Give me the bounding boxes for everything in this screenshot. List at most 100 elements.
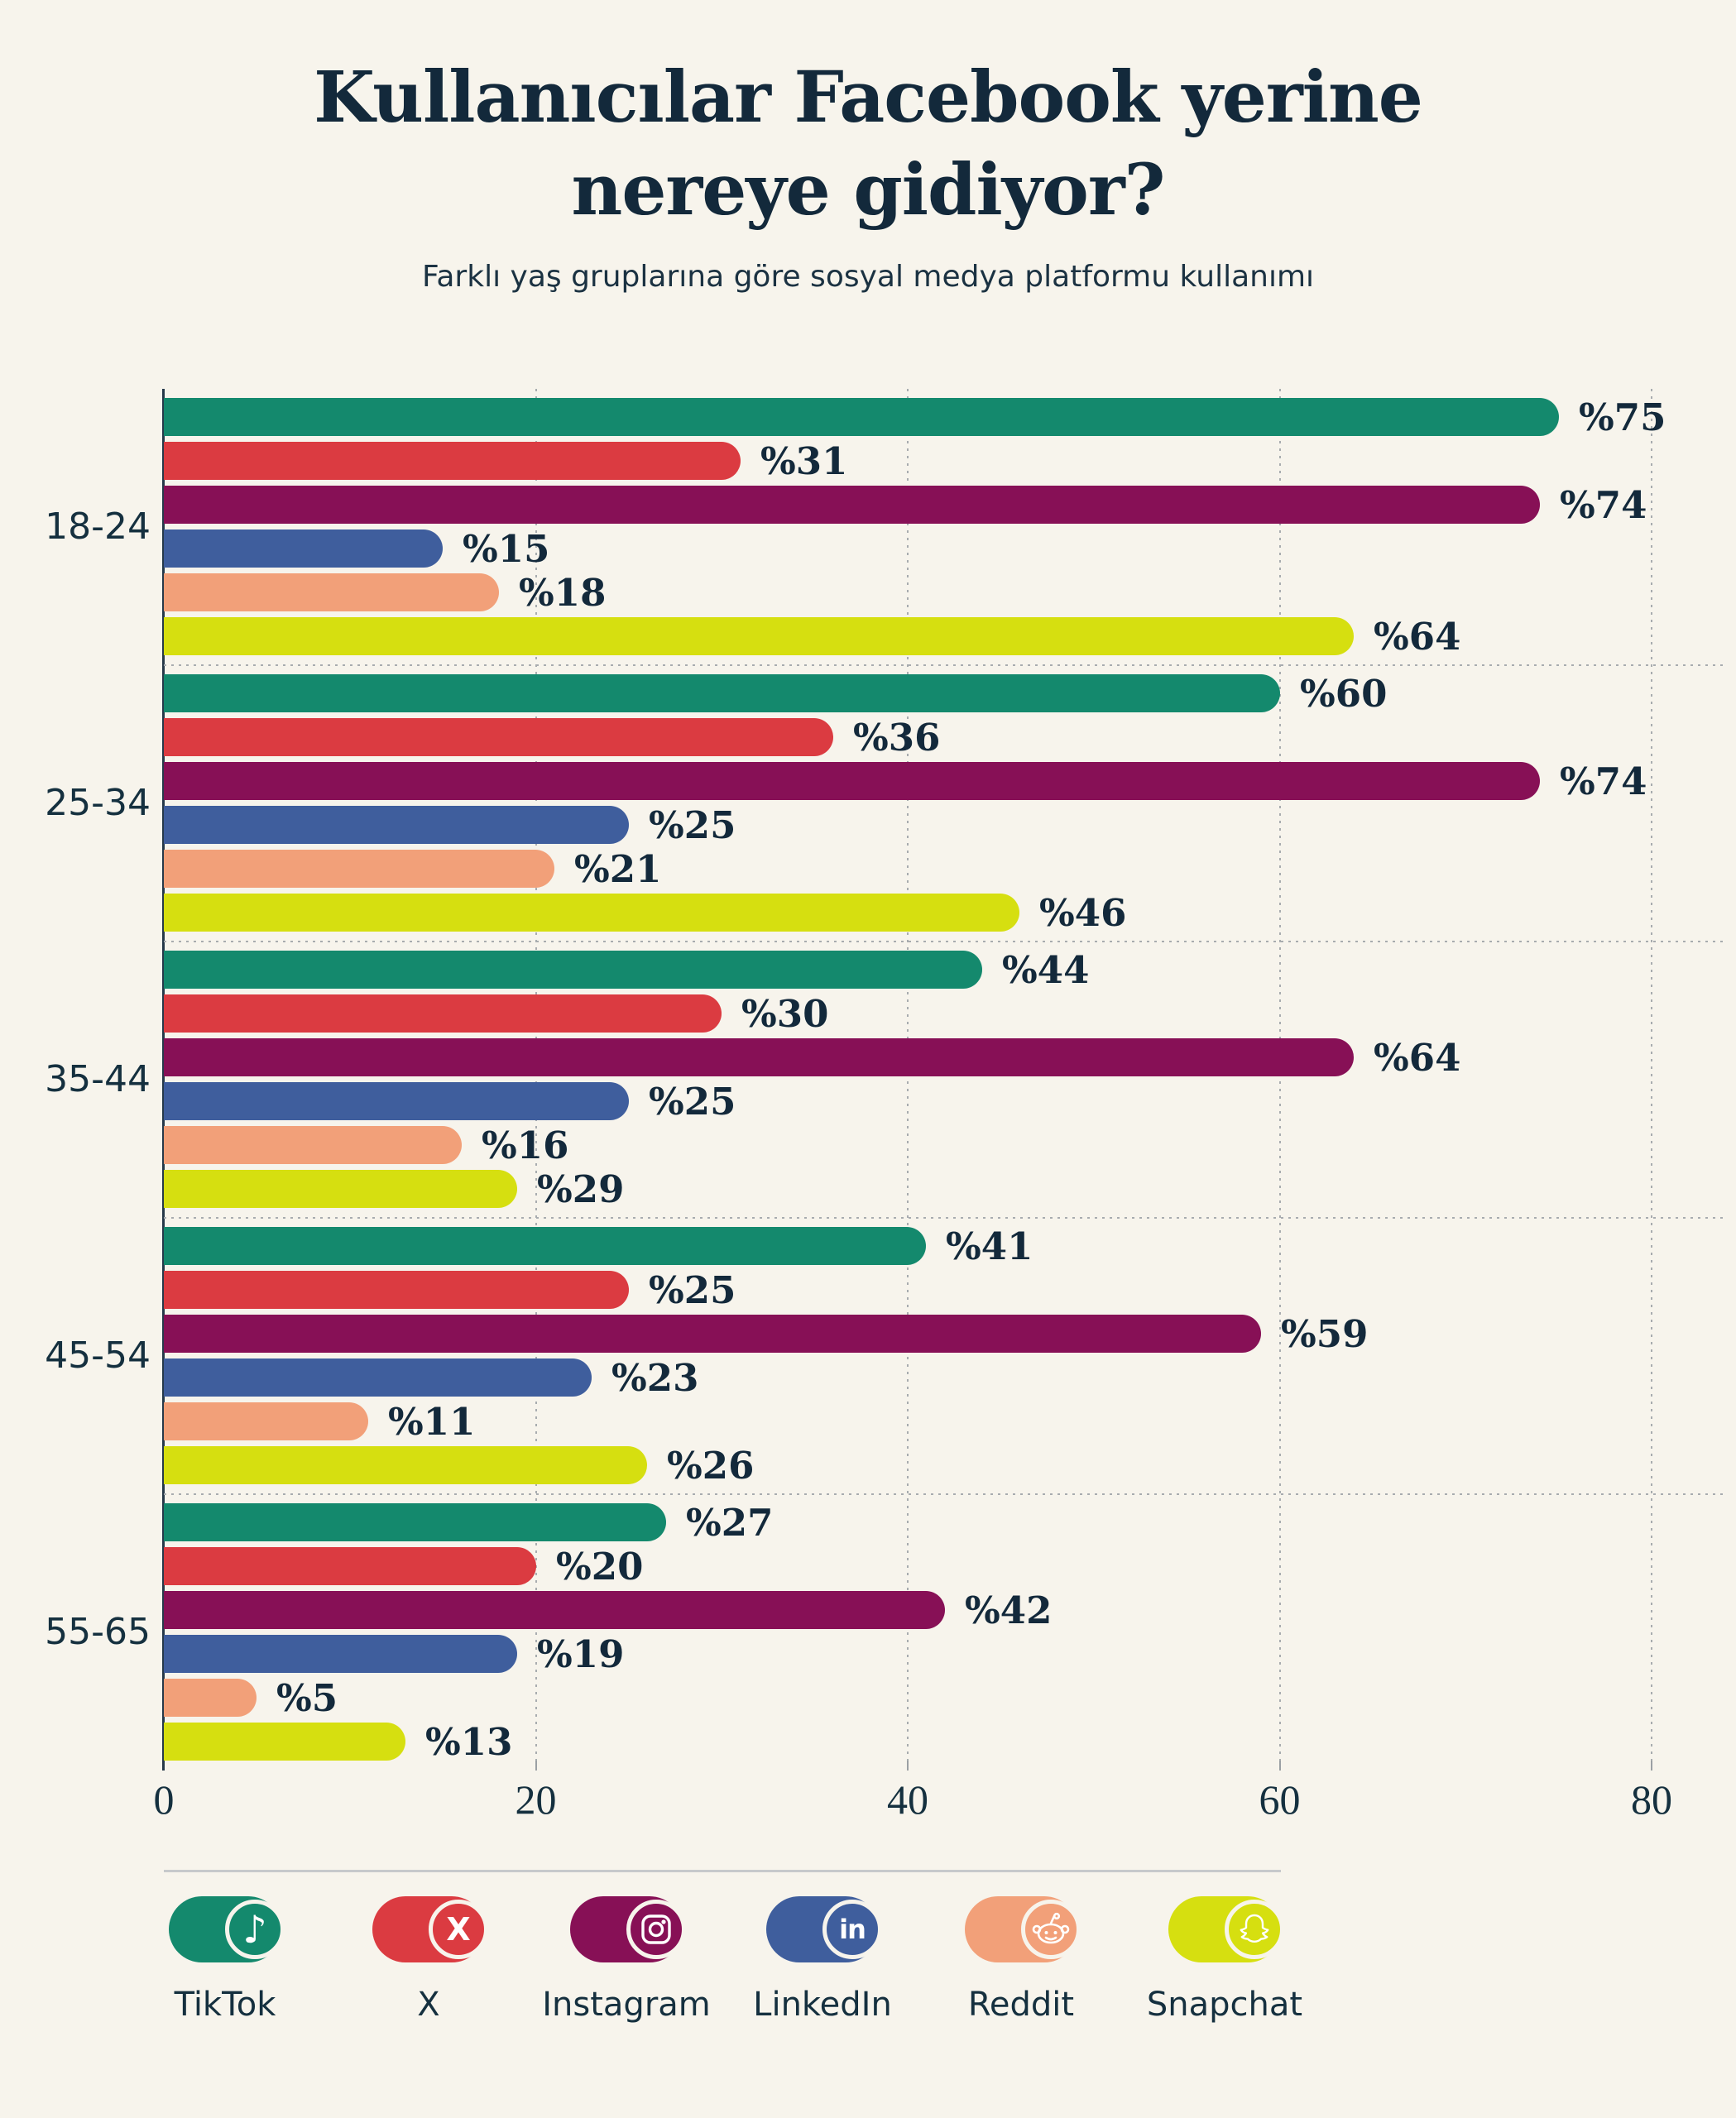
bar-value-label: %46 — [1039, 891, 1127, 935]
bar-reddit-18-24 — [164, 573, 499, 611]
bar-value-label: %16 — [482, 1124, 569, 1167]
bar-x-55-65 — [164, 1547, 536, 1585]
bar-tiktok-55-65 — [164, 1503, 666, 1541]
x-tick-label-80: 80 — [1631, 1776, 1672, 1823]
bar-value-label: %64 — [1374, 615, 1461, 659]
bar-instagram-25-34 — [164, 762, 1540, 800]
group-separator — [164, 1217, 1728, 1219]
bar-instagram-18-24 — [164, 486, 1540, 524]
gridline-40 — [907, 389, 909, 1771]
bar-value-label: %26 — [667, 1444, 755, 1488]
age-group-label-35-44: 35-44 — [45, 1058, 151, 1100]
page-title-line1: Kullanıcılar Facebook yerine — [314, 56, 1423, 139]
x-tick-80 — [1651, 1761, 1652, 1771]
bar-value-label: %20 — [556, 1545, 644, 1588]
legend-label-x: X — [417, 1986, 440, 2024]
bar-value-label: %60 — [1300, 672, 1388, 716]
group-separator — [164, 664, 1728, 666]
x-tick-60 — [1278, 1761, 1281, 1771]
x-tick-20 — [535, 1761, 537, 1771]
bar-value-label: %42 — [965, 1588, 1053, 1632]
bar-x-18-24 — [164, 442, 741, 480]
bar-value-label: %44 — [1002, 948, 1090, 992]
bar-snapchat-55-65 — [164, 1723, 405, 1761]
snapchat-legend-pill — [1168, 1896, 1284, 1962]
reddit-legend-pill — [965, 1896, 1081, 1962]
x-tick-40 — [907, 1761, 909, 1771]
snapchat-icon — [1225, 1900, 1284, 1959]
bar-x-35-44 — [164, 994, 722, 1033]
bar-snapchat-35-44 — [164, 1170, 517, 1208]
gridline-60 — [1278, 389, 1281, 1771]
legend-item-tiktok: ♪ TikTok — [126, 1896, 324, 2024]
bar-tiktok-35-44 — [164, 951, 982, 989]
bar-instagram-35-44 — [164, 1038, 1354, 1076]
age-group-label-45-54: 45-54 — [45, 1335, 151, 1377]
bar-x-25-34 — [164, 718, 833, 756]
bar-value-label: %15 — [463, 527, 550, 571]
page-title: Kullanıcılar Facebook yerine nereye gidi… — [0, 51, 1736, 237]
bar-value-label: %5 — [276, 1676, 338, 1720]
bar-linkedin-18-24 — [164, 530, 443, 568]
bar-value-label: %74 — [1560, 760, 1647, 803]
tiktok-icon: ♪ — [225, 1900, 285, 1959]
bar-tiktok-25-34 — [164, 674, 1280, 712]
bar-value-label: %27 — [686, 1501, 774, 1545]
bar-linkedin-25-34 — [164, 806, 629, 844]
tiktok-legend-pill: ♪ — [169, 1896, 285, 1962]
page-title-line2: nereye gidiyor? — [571, 149, 1166, 232]
bar-value-label: %74 — [1560, 483, 1647, 527]
bar-instagram-45-54 — [164, 1315, 1261, 1353]
bar-value-label: %25 — [649, 1080, 736, 1124]
age-group-label-25-34: 25-34 — [45, 782, 151, 824]
bar-value-label: %18 — [519, 571, 607, 615]
bar-value-label: %11 — [388, 1400, 476, 1444]
legend-item-linkedin: in LinkedIn — [723, 1896, 922, 2024]
bar-value-label: %75 — [1579, 395, 1666, 439]
group-separator — [164, 1493, 1728, 1495]
age-group-label-18-24: 18-24 — [45, 506, 151, 548]
bar-snapchat-18-24 — [164, 617, 1354, 655]
gridline-20 — [535, 389, 537, 1771]
instagram-legend-pill — [570, 1896, 686, 1962]
x-tick-label-40: 40 — [887, 1776, 928, 1823]
group-separator — [164, 941, 1728, 942]
bar-value-label: %64 — [1374, 1036, 1461, 1080]
gridline-80 — [1651, 389, 1652, 1771]
page-subtitle: Farklı yaş gruplarına göre sosyal medya … — [421, 260, 1315, 294]
bar-value-label: %23 — [611, 1356, 699, 1400]
bar-value-label: %30 — [741, 992, 829, 1036]
bar-value-label: %25 — [649, 803, 736, 847]
legend-label-instagram: Instagram — [542, 1986, 711, 2024]
legend-label-snapchat: Snapchat — [1146, 1986, 1303, 2024]
linkedin-legend-pill: in — [766, 1896, 882, 1962]
age-group-label-55-65: 55-65 — [45, 1611, 151, 1653]
bar-value-label: %13 — [425, 1720, 513, 1764]
legend-item-snapchat: Snapchat — [1125, 1896, 1324, 2024]
bar-tiktok-18-24 — [164, 398, 1559, 436]
legend-label-reddit: Reddit — [967, 1986, 1075, 2024]
bar-value-label: %25 — [649, 1268, 736, 1312]
legend-label-tiktok: TikTok — [174, 1986, 276, 2024]
bar-value-label: %21 — [574, 847, 662, 891]
bar-value-label: %19 — [537, 1632, 625, 1676]
bar-reddit-35-44 — [164, 1126, 462, 1164]
legend-item-instagram: Instagram — [527, 1896, 726, 2024]
bar-value-label: %36 — [853, 716, 941, 760]
bar-snapchat-25-34 — [164, 894, 1019, 932]
y-axis-line — [162, 389, 165, 1771]
bar-linkedin-55-65 — [164, 1635, 517, 1673]
bar-value-label: %59 — [1281, 1312, 1369, 1356]
bar-value-label: %41 — [946, 1224, 1033, 1268]
bar-x-45-54 — [164, 1271, 629, 1309]
bar-linkedin-45-54 — [164, 1358, 592, 1397]
linkedin-icon: in — [822, 1900, 882, 1959]
instagram-icon — [626, 1900, 686, 1959]
x-tick-label-20: 20 — [515, 1776, 557, 1823]
x-tick-label-60: 60 — [1259, 1776, 1301, 1823]
legend-label-linkedin: LinkedIn — [753, 1986, 892, 2024]
bar-reddit-55-65 — [164, 1679, 257, 1717]
bar-linkedin-35-44 — [164, 1082, 629, 1120]
x-icon: X — [429, 1900, 488, 1959]
